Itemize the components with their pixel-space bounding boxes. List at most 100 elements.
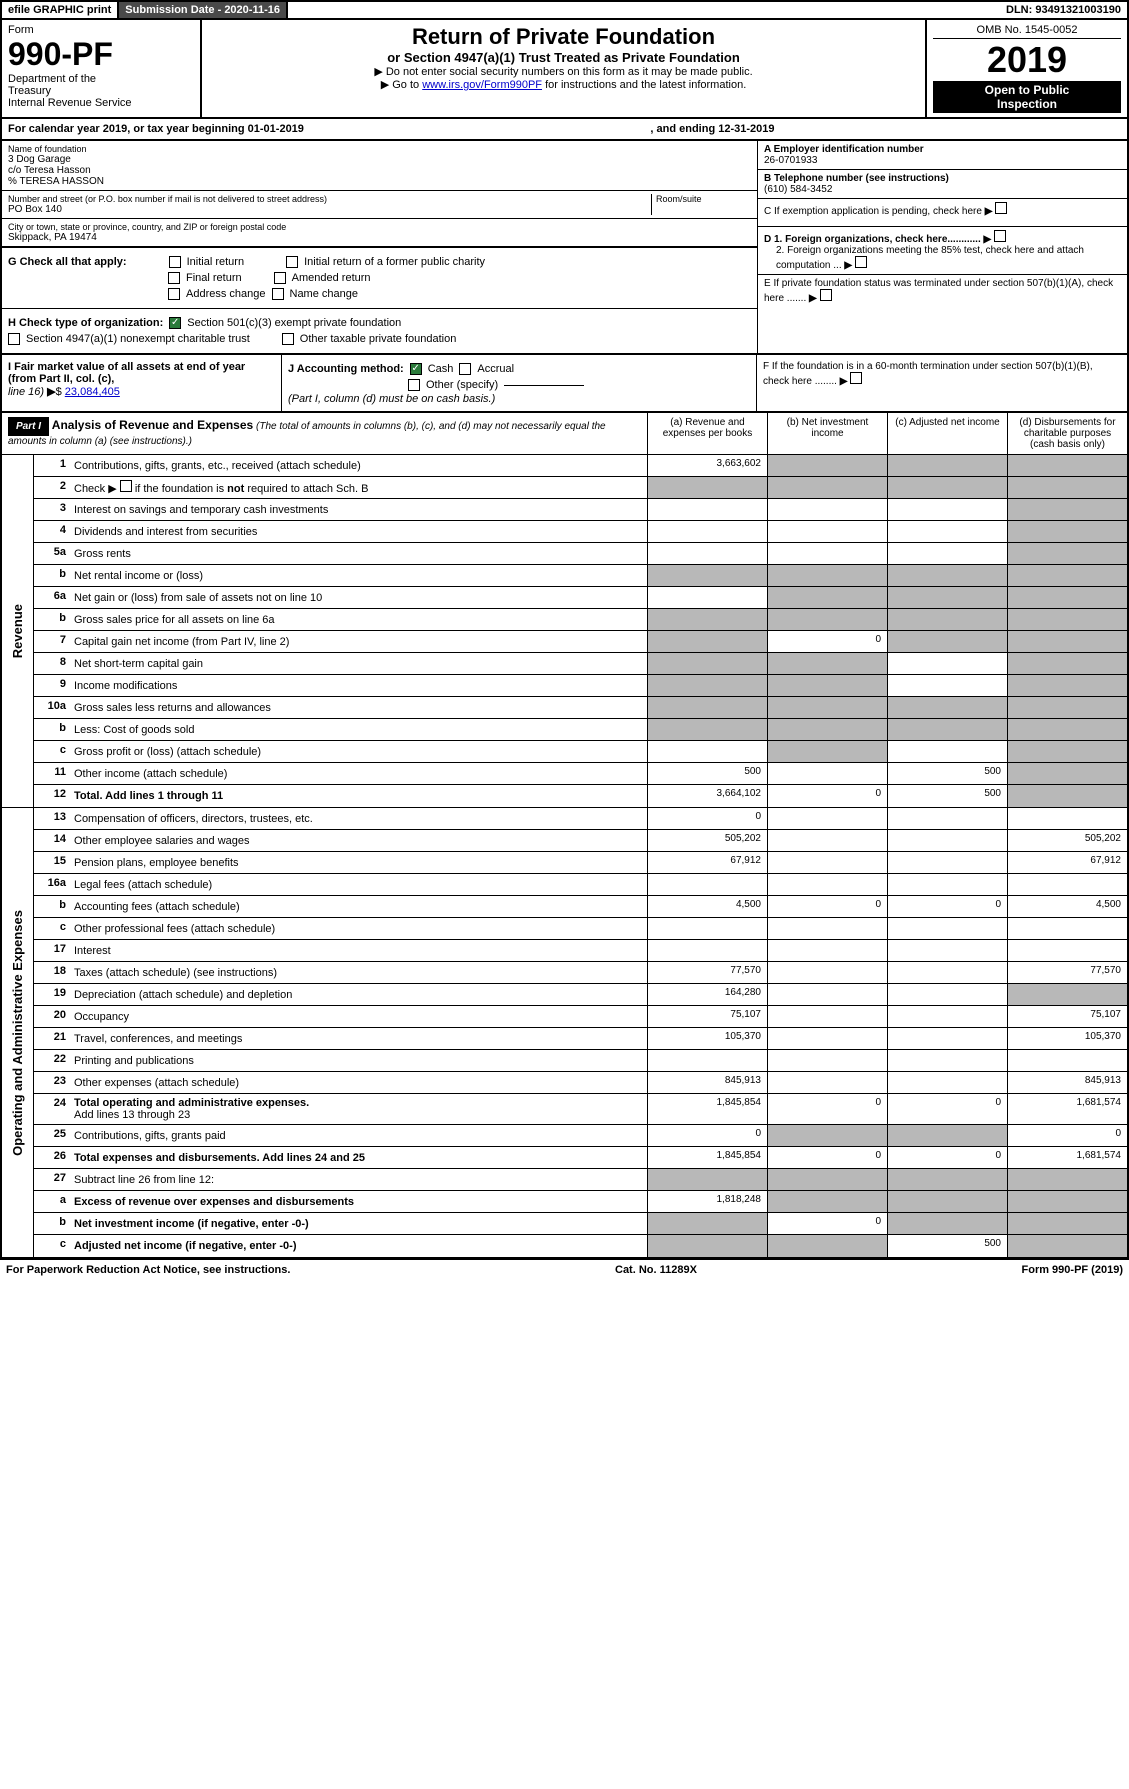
h-label: H Check type of organization:	[8, 317, 163, 329]
footer-left: For Paperwork Reduction Act Notice, see …	[6, 1264, 290, 1276]
omb-number: OMB No. 1545-0052	[933, 24, 1121, 39]
col-d-header: (d) Disbursements for charitable purpose…	[1007, 413, 1127, 454]
cb-exemption[interactable]	[995, 202, 1007, 214]
cb-foreign1[interactable]	[994, 230, 1006, 242]
inst2: ▶ Go to www.irs.gov/Form990PF for instru…	[208, 78, 919, 91]
info-left: Name of foundation 3 Dog Garage c/o Tere…	[2, 141, 757, 353]
city-cell: City or town, state or province, country…	[2, 219, 757, 247]
l21-a: 105,370	[647, 1028, 767, 1049]
name-label: Name of foundation	[8, 144, 751, 154]
cb-initial[interactable]	[169, 256, 181, 268]
l16b-d: 4,500	[1007, 896, 1127, 917]
inst1: ▶ Do not enter social security numbers o…	[208, 65, 919, 78]
l4-desc: Dividends and interest from securities	[70, 521, 647, 542]
h-501c3: Section 501(c)(3) exempt private foundat…	[187, 317, 401, 329]
cal-pre: For calendar year 2019, or tax year begi…	[8, 123, 304, 135]
l10b-desc: Less: Cost of goods sold	[70, 719, 647, 740]
revenue-section: Revenue 1Contributions, gifts, grants, e…	[2, 454, 1127, 807]
l27a-a: 1,818,248	[647, 1191, 767, 1212]
l19-desc: Depreciation (attach schedule) and deple…	[70, 984, 647, 1005]
cb-foreign2[interactable]	[855, 256, 867, 268]
j-note: (Part I, column (d) must be on cash basi…	[288, 393, 495, 405]
inspection-badge: Open to Public Inspection	[933, 81, 1121, 113]
l3-desc: Interest on savings and temporary cash i…	[70, 499, 647, 520]
initial-former: Initial return of a former public charit…	[304, 256, 485, 268]
l15-d: 67,912	[1007, 852, 1127, 873]
analysis-title: Analysis of Revenue and Expenses	[52, 418, 253, 432]
cal-mid: , and ending 12-31-2019	[650, 123, 774, 135]
l17-desc: Interest	[70, 940, 647, 961]
l24-desc: Total operating and administrative expen…	[70, 1094, 647, 1124]
l26-b: 0	[767, 1147, 887, 1168]
cb-amended[interactable]	[274, 272, 286, 284]
l16a-desc: Legal fees (attach schedule)	[70, 874, 647, 895]
cb-4947[interactable]	[8, 333, 20, 345]
room-label: Room/suite	[656, 194, 751, 204]
expenses-section: Operating and Administrative Expenses 13…	[2, 807, 1127, 1257]
l23-d: 845,913	[1007, 1072, 1127, 1093]
efile-label: efile GRAPHIC print	[2, 2, 119, 18]
cb-501c3[interactable]	[169, 317, 181, 329]
top-bar: efile GRAPHIC print Submission Date - 20…	[0, 0, 1129, 20]
col-a-header: (a) Revenue and expenses per books	[647, 413, 767, 454]
l11-c: 500	[887, 763, 1007, 784]
e-label: E If private foundation status was termi…	[764, 278, 1113, 304]
cb-schb[interactable]	[120, 480, 132, 492]
analysis-title-cell: Part I Analysis of Revenue and Expenses …	[2, 413, 647, 454]
inspection-line1: Open to Public	[935, 83, 1119, 97]
foundation-name2: c/o Teresa Hasson	[8, 165, 751, 176]
l2-desc: Check ▶ if the foundation is not require…	[70, 477, 647, 498]
cb-final[interactable]	[168, 272, 180, 284]
cb-accrual[interactable]	[459, 363, 471, 375]
l16b-desc: Accounting fees (attach schedule)	[70, 896, 647, 917]
l9-desc: Income modifications	[70, 675, 647, 696]
cb-other-tax[interactable]	[282, 333, 294, 345]
cb-60month[interactable]	[850, 372, 862, 384]
section-f: F If the foundation is in a 60-month ter…	[757, 355, 1127, 411]
l27c-c: 500	[887, 1235, 1007, 1257]
phone-label: B Telephone number (see instructions)	[764, 173, 949, 184]
l10c-desc: Gross profit or (loss) (attach schedule)	[70, 741, 647, 762]
submission-date: Submission Date - 2020-11-16	[119, 2, 288, 18]
i-label: I Fair market value of all assets at end…	[8, 361, 245, 385]
c-label: C If exemption application is pending, c…	[764, 206, 982, 217]
dln-label: DLN: 93491321003190	[1000, 2, 1127, 18]
l21-desc: Travel, conferences, and meetings	[70, 1028, 647, 1049]
j-cash: Cash	[428, 363, 454, 375]
revenue-label: Revenue	[2, 455, 34, 807]
h-other: Other taxable private foundation	[300, 333, 457, 345]
l6a-desc: Net gain or (loss) from sale of assets n…	[70, 587, 647, 608]
l5b-desc: Net rental income or (loss)	[70, 565, 647, 586]
cb-initial-former[interactable]	[286, 256, 298, 268]
cb-name[interactable]	[272, 288, 284, 300]
section-g: G Check all that apply: Initial return I…	[2, 247, 757, 308]
ein-label: A Employer identification number	[764, 144, 924, 155]
form-label: Form	[8, 24, 194, 36]
cb-address[interactable]	[168, 288, 180, 300]
cb-terminated[interactable]	[820, 289, 832, 301]
ein-cell: A Employer identification number 26-0701…	[758, 141, 1127, 170]
l26-d: 1,681,574	[1007, 1147, 1127, 1168]
fmv-value[interactable]: 23,084,405	[65, 386, 120, 398]
l13-a: 0	[647, 808, 767, 829]
header-right: OMB No. 1545-0052 2019 Open to Public In…	[927, 20, 1127, 117]
tax-year: 2019	[933, 39, 1121, 81]
cb-other-method[interactable]	[408, 379, 420, 391]
l12-b: 0	[767, 785, 887, 807]
irs-link[interactable]: www.irs.gov/Form990PF	[422, 79, 542, 91]
lower-grid: I Fair market value of all assets at end…	[0, 355, 1129, 413]
l8-desc: Net short-term capital gain	[70, 653, 647, 674]
calendar-year-row: For calendar year 2019, or tax year begi…	[0, 119, 1129, 141]
l12-desc: Total. Add lines 1 through 11	[70, 785, 647, 807]
terminated-cell: E If private foundation status was termi…	[758, 275, 1127, 307]
phone-cell: B Telephone number (see instructions) (6…	[758, 170, 1127, 199]
expenses-label: Operating and Administrative Expenses	[2, 808, 34, 1257]
l23-a: 845,913	[647, 1072, 767, 1093]
l5a-desc: Gross rents	[70, 543, 647, 564]
l21-d: 105,370	[1007, 1028, 1127, 1049]
l7-b: 0	[767, 631, 887, 652]
exemption-cell: C If exemption application is pending, c…	[758, 199, 1127, 227]
cb-cash[interactable]	[410, 363, 422, 375]
phone-value: (610) 584-3452	[764, 184, 1121, 195]
section-i: I Fair market value of all assets at end…	[2, 355, 282, 411]
